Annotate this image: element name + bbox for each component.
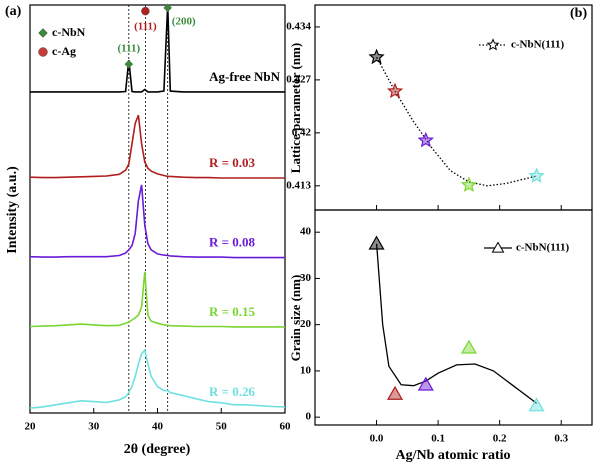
legend-marker: [486, 38, 500, 51]
panel-a-frame: [29, 4, 286, 414]
fit-curve: [376, 56, 537, 187]
y-tick-label: 10: [300, 364, 312, 376]
legend-label: c-Ag: [52, 44, 76, 58]
curve-label: R = 0.03: [209, 155, 256, 170]
peak-marker: [163, 3, 173, 13]
x-tick-label: 60: [280, 421, 292, 433]
y-axis-label: Grain size (nm): [288, 275, 303, 362]
panel-b-bottom-frame: [314, 209, 593, 426]
data-point: [460, 339, 477, 354]
y-tick-label: 40: [300, 226, 312, 238]
curve-label: R = 0.08: [209, 235, 256, 250]
y-tick-label: 0.413: [286, 179, 311, 191]
peak-label: (111): [134, 21, 157, 33]
x-tick-label: 20: [25, 421, 37, 433]
legend-label: c-NbN: [52, 25, 86, 39]
xrd-curve: [29, 348, 286, 409]
peak-label: (200): [172, 15, 196, 27]
curve-label: Ag-free NbN: [209, 69, 280, 84]
data-point: [417, 131, 435, 148]
x-tick-label: 30: [88, 421, 100, 433]
legend-label: c-NbN(111): [516, 242, 570, 254]
y-tick-label: 0: [306, 411, 312, 423]
x-axis-label: Ag/Nb atomic ratio: [395, 448, 510, 463]
fit-curve: [375, 243, 537, 404]
curve-label: R = 0.15: [209, 304, 256, 319]
legend-marker: [491, 241, 505, 253]
x-axis-label: 2θ (degree): [124, 442, 191, 457]
data-point: [528, 397, 545, 412]
xrd-curve: [30, 4, 285, 93]
xrd-curve: [29, 184, 285, 259]
data-point: [368, 235, 385, 250]
x-tick-label: 0.3: [554, 433, 568, 445]
curve-label: R = 0.26: [209, 384, 256, 399]
y-tick-label: 0.427: [286, 73, 311, 85]
data-point: [528, 167, 545, 183]
legend-marker: [38, 47, 48, 57]
data-point: [368, 48, 385, 65]
legend-marker: [38, 28, 48, 38]
xrd-curve: [29, 271, 285, 328]
panel-b-top-frame: [314, 4, 593, 211]
y-tick-label: 30: [300, 272, 312, 284]
data-point: [386, 385, 404, 400]
data-point: [460, 176, 477, 192]
x-tick-label: 50: [216, 421, 228, 433]
y-axis-label: Intensity (a.u.): [5, 166, 20, 254]
x-tick-label: 0.2: [493, 433, 507, 445]
x-tick-label: 0.1: [431, 433, 445, 445]
y-tick-label: 0.42: [292, 126, 312, 138]
xrd-curve: [29, 114, 285, 179]
x-tick-label: 40: [152, 421, 164, 433]
peak-marker: [141, 6, 150, 16]
panel-label: (a): [5, 4, 22, 19]
y-tick-label: 20: [300, 318, 312, 330]
y-axis-label: Lattice parameter (nm): [288, 43, 303, 173]
x-tick-label: 0.0: [370, 433, 384, 445]
legend-label: c-NbN(111): [511, 39, 565, 51]
data-point: [386, 82, 404, 99]
peak-label: (111): [118, 43, 141, 55]
data-point: [417, 376, 434, 391]
y-tick-label: 0.434: [286, 20, 311, 32]
peak-marker: [124, 59, 134, 69]
panel-label: (b): [570, 6, 587, 21]
